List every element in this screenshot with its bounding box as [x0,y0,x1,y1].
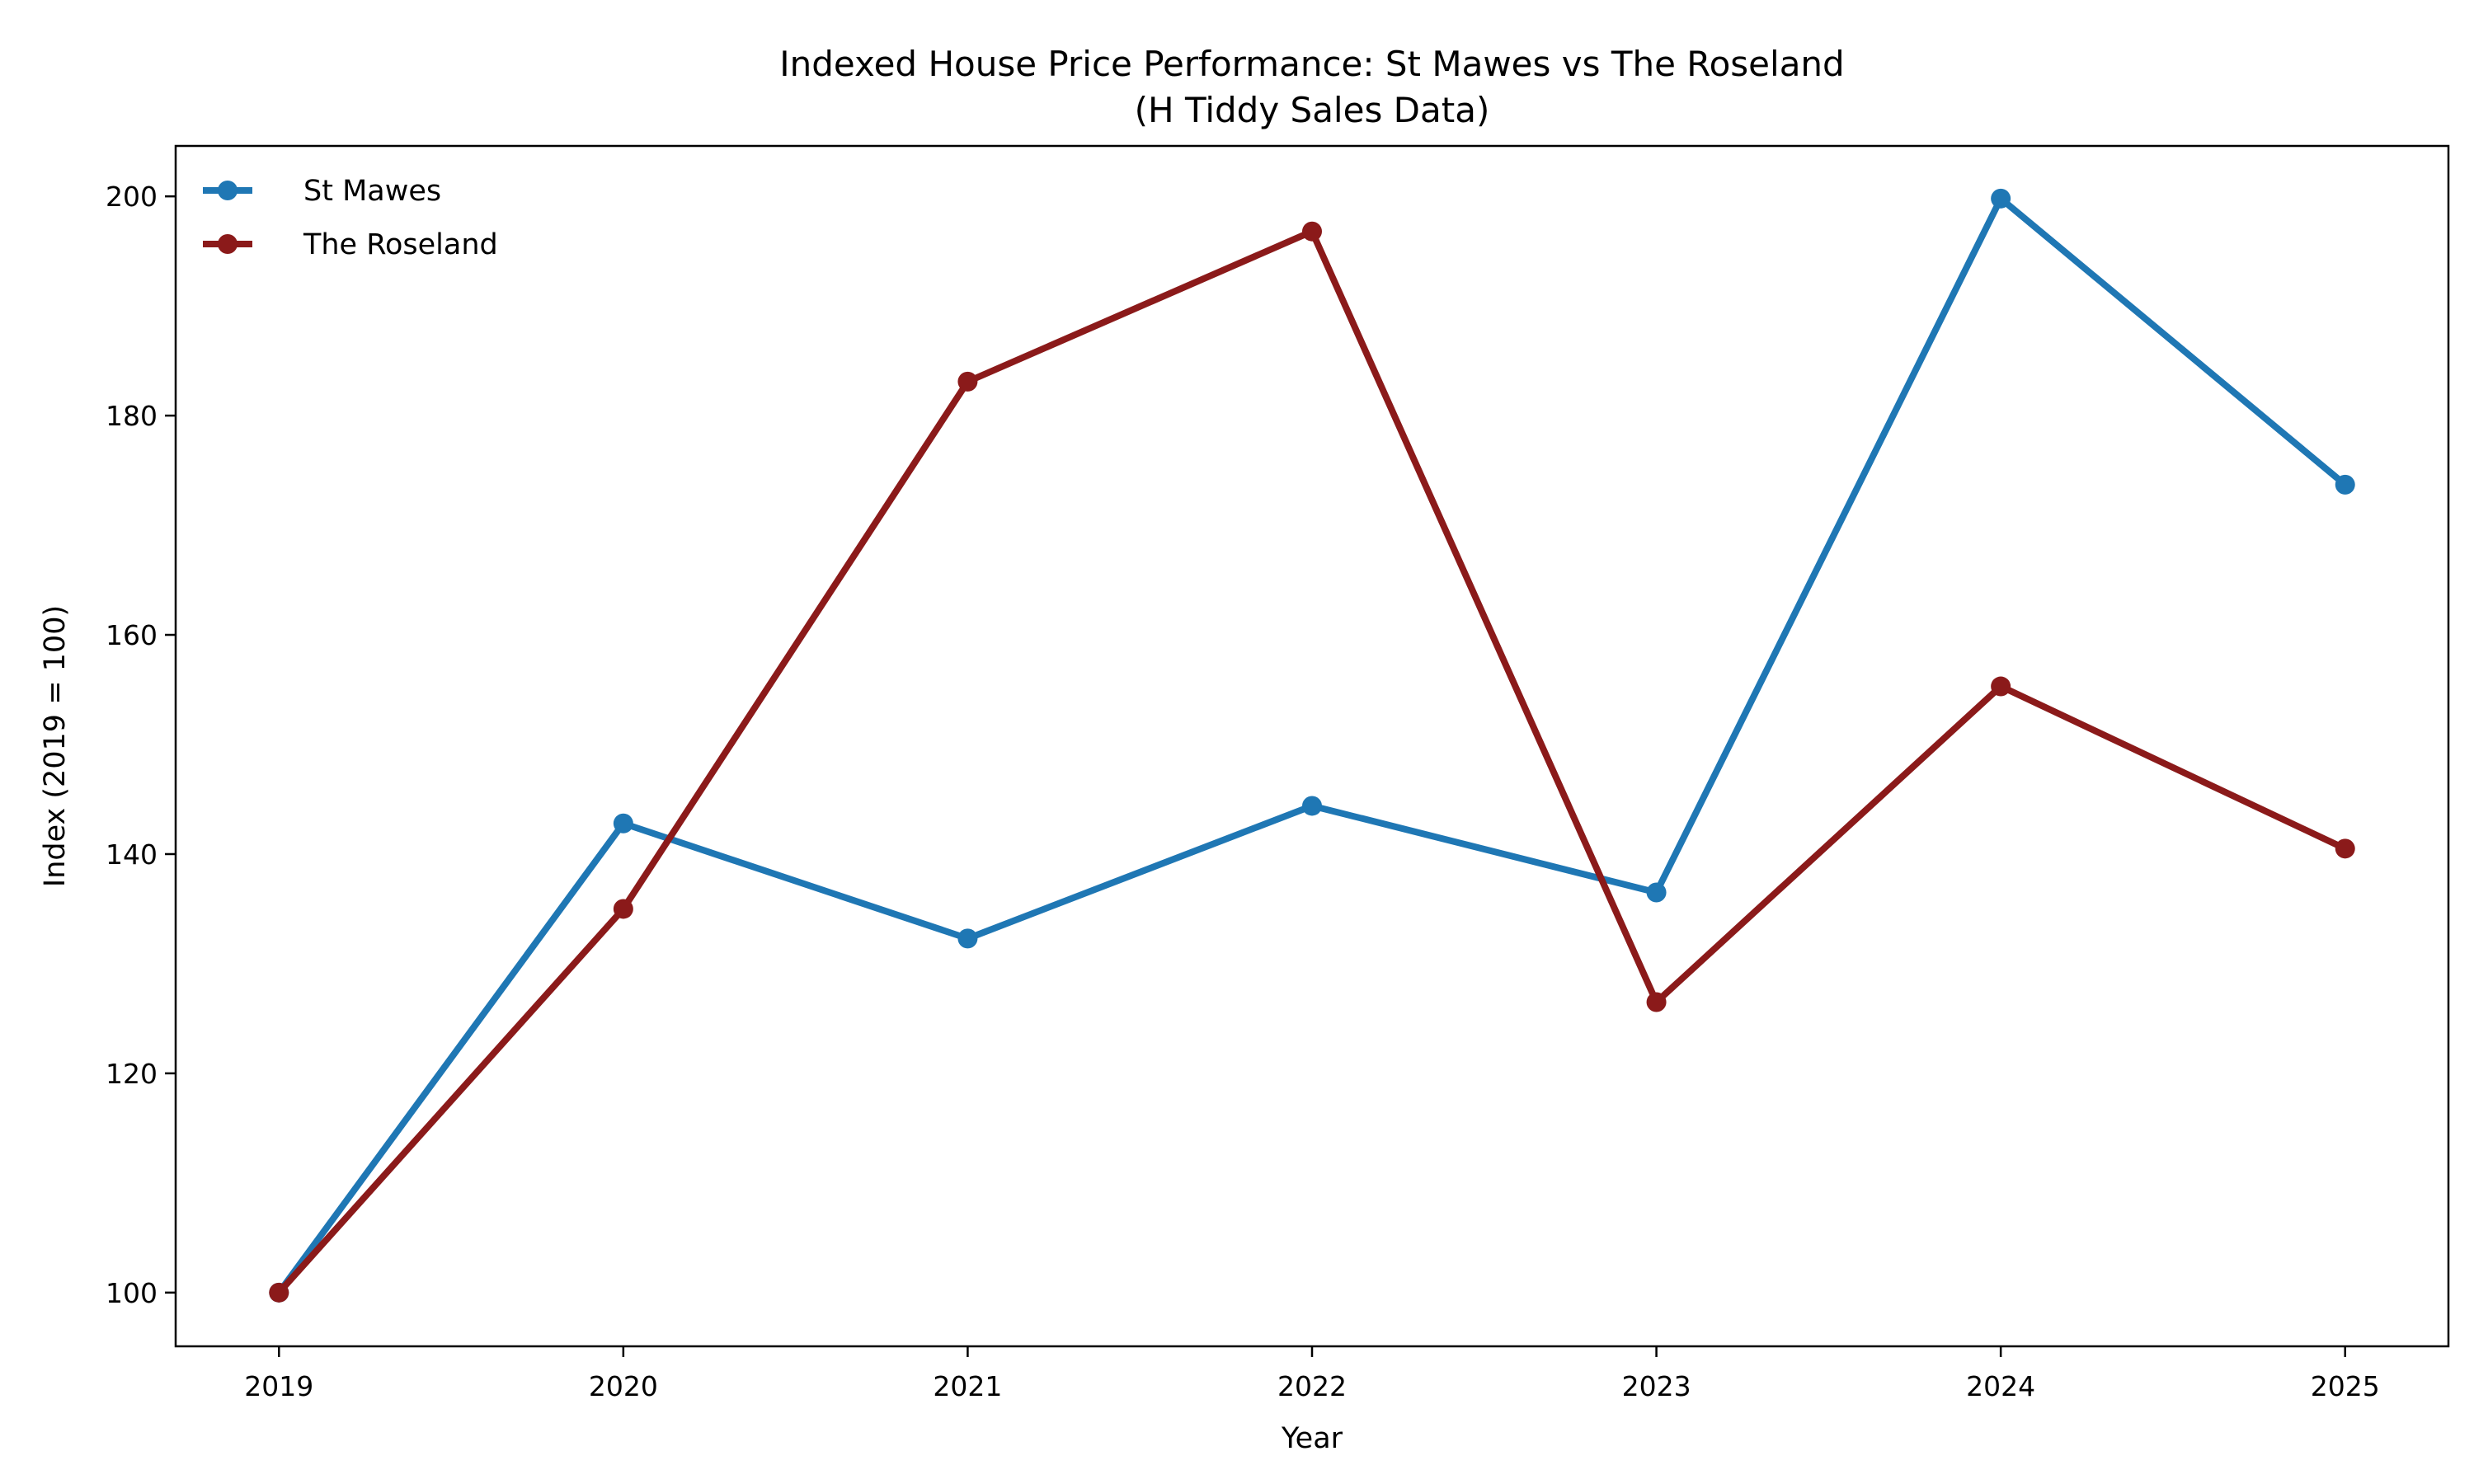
legend-marker [218,181,238,200]
x-tick-label: 2019 [244,1370,313,1402]
data-point [613,899,633,919]
data-point [613,813,633,834]
y-tick-label: 140 [106,838,158,871]
y-tick-label: 120 [106,1058,158,1090]
series-line-1 [276,228,2347,1295]
data-point [1302,796,1322,816]
chart-subtitle: (H Tiddy Sales Data) [1135,90,1490,130]
y-tick-label: 160 [106,619,158,651]
x-axis-label: Year [1281,1422,1343,1455]
data-point [957,928,978,949]
data-point [269,1282,289,1303]
legend-label: St Mawes [303,175,441,208]
x-tick-label: 2021 [933,1370,1002,1402]
y-tick-label: 200 [106,181,158,213]
y-axis-label: Index (2019 = 100) [39,605,72,887]
data-point [1991,188,2011,209]
x-tick-label: 2020 [589,1370,658,1402]
y-tick-label: 100 [106,1277,158,1309]
data-point [2335,838,2355,859]
legend-label: The Roseland [303,228,498,261]
data-point [2335,474,2355,495]
x-tick-label: 2025 [2311,1370,2380,1402]
data-point [1646,992,1667,1012]
data-point [957,371,978,392]
plot-frame [174,144,2450,1348]
x-tick-label: 2022 [1277,1370,1347,1402]
data-point [1991,676,2011,697]
data-point [1302,221,1322,242]
series-line-0 [276,195,2348,1295]
data-point [1646,882,1667,903]
x-tick-label: 2024 [1966,1370,2035,1402]
chart-title: Indexed House Price Performance: St Mawe… [779,44,1844,84]
y-tick-label: 180 [106,400,158,432]
x-tick-label: 2023 [1622,1370,1691,1402]
legend: St Mawes The Roseland [203,175,498,261]
legend-marker [218,234,238,254]
